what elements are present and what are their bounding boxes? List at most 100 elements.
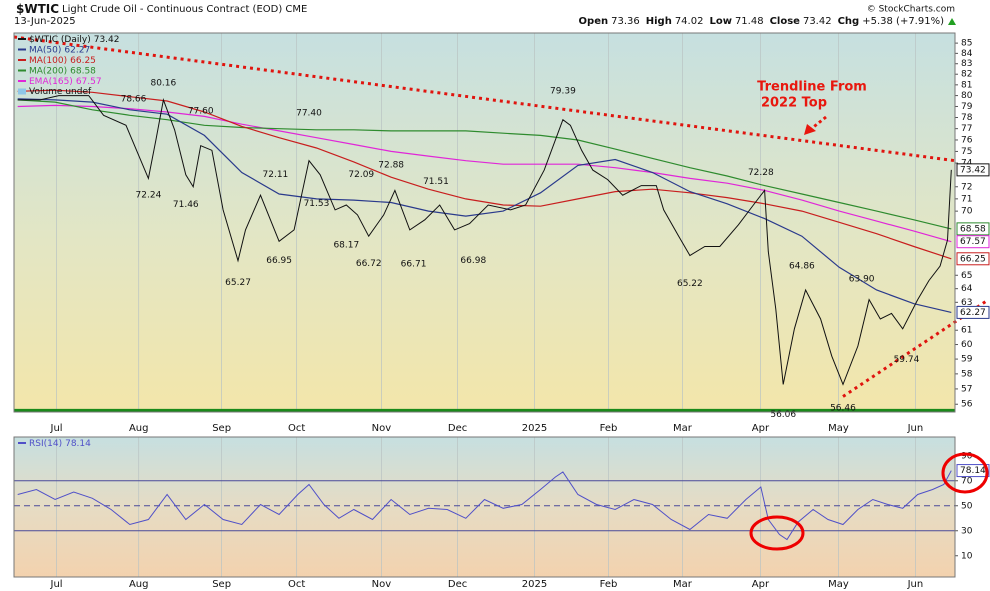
x-tick-label: Mar — [673, 579, 693, 590]
legend-entry: Volume undef — [29, 87, 92, 97]
legend-name: $WTIC (Daily) — [29, 35, 91, 45]
annotation: 72.11 — [263, 170, 289, 180]
legend-entry: $WTIC (Daily) 73.42 — [29, 35, 119, 45]
legend-entry: MA(200) 68.58 — [29, 66, 96, 76]
value-box — [956, 252, 990, 266]
x-tick-label: Feb — [600, 423, 618, 434]
highlight-circle — [941, 452, 989, 494]
annotation: 66.71 — [401, 259, 427, 269]
y-tick-label: 80 — [961, 91, 973, 101]
y-tick-label: 71 — [961, 194, 972, 204]
quote: Open 73.36 High 74.02 Low 71.48 Close 73.42 Chg +… — [579, 16, 945, 27]
x-tick-label: Nov — [372, 579, 392, 590]
y-tick-label: 84 — [961, 49, 973, 59]
x-tick-label: Apr — [752, 423, 770, 434]
plot-border — [13, 436, 956, 578]
x-tick-label: May — [828, 423, 849, 434]
x-tick-label: Jun — [907, 579, 924, 590]
annotation: 63.90 — [849, 275, 875, 285]
series-line — [17, 99, 952, 230]
annotation: 56.46 — [830, 404, 856, 414]
quote-value: 71.48 — [735, 16, 764, 27]
value-box — [956, 222, 990, 236]
chart-title: $WTIC Light Crude Oil - Continuous Contra… — [16, 2, 307, 16]
annotation: 78.66 — [121, 95, 147, 105]
legend-name: MA(50) — [29, 45, 61, 55]
y-tick-label: 83 — [961, 59, 972, 69]
y-tick-label: 81 — [961, 80, 972, 90]
legend-name: RSI(14) — [29, 439, 62, 449]
y-tick-label: 50 — [961, 501, 973, 511]
value-box — [956, 163, 990, 177]
callout-arrowhead — [804, 124, 816, 135]
annotation: 65.22 — [677, 279, 703, 289]
value-box-label: 66.25 — [960, 254, 986, 264]
x-tick-label: Jun — [907, 423, 924, 434]
callout: Trendline From 2022 Top — [757, 80, 867, 135]
legend-entry: MA(100) 66.25 — [29, 56, 96, 66]
legend-entry: RSI(14) 78.14 — [29, 439, 91, 449]
annotation: 72.28 — [748, 168, 774, 178]
symbol: $WTIC — [16, 2, 59, 16]
date: 13-Jun-2025 — [14, 16, 76, 27]
legend-swatch — [18, 88, 26, 95]
legend-name: MA(200) — [29, 66, 67, 76]
legend-value: 62.27 — [64, 45, 90, 55]
x-tick-label: Dec — [448, 423, 467, 434]
y-tick-label: 56 — [961, 400, 973, 410]
y-tick-label: 70 — [961, 476, 973, 486]
legend-value: 66.25 — [70, 56, 96, 66]
y-tick-label: 82 — [961, 70, 972, 80]
x-tick-label: Mar — [673, 423, 693, 434]
y-tick-label: 63 — [961, 298, 972, 308]
quote-label: Low — [709, 16, 731, 27]
y-tick-label: 90 — [961, 451, 973, 461]
legend-entry: MA(50) 62.27 — [29, 45, 90, 55]
quote-label: Open — [579, 16, 609, 27]
annotation: 56.06 — [770, 410, 796, 420]
source: © StockCharts.com — [867, 5, 955, 15]
title: Light Crude Oil - Continuous Contract (E… — [62, 4, 307, 15]
legend-name: MA(100) — [29, 56, 67, 66]
value-box-label: 68.58 — [960, 224, 986, 234]
quote-label: High — [646, 16, 672, 27]
value-box — [956, 464, 990, 478]
x-tick-label: Feb — [600, 579, 618, 590]
y-tick-label: 75 — [961, 147, 972, 157]
chart-panel: Jul Aug Sep Oct Nov Dec 2025 Feb Mar Apr May Jun 56 5… — [13, 32, 990, 434]
y-tick-label: 64 — [961, 284, 973, 294]
legend-entry: EMA(165) 67.57 — [29, 77, 102, 87]
annotation: 66.98 — [460, 256, 486, 266]
y-tick-label: 70 — [961, 207, 973, 217]
annotation: 71.46 — [173, 200, 199, 210]
value-box — [956, 235, 990, 249]
y-tick-label: 85 — [961, 39, 972, 49]
x-tick-label: Sep — [212, 579, 231, 590]
y-tick-label: 78 — [961, 113, 973, 123]
y-tick-label: 57 — [961, 384, 972, 394]
annotation: 71.53 — [304, 199, 330, 209]
x-tick-label: Apr — [752, 579, 770, 590]
annotation: 71.51 — [423, 177, 449, 187]
plot-background — [14, 33, 955, 412]
quote-label: Chg — [838, 16, 860, 27]
series-line — [17, 95, 952, 386]
y-tick-label: 79 — [961, 102, 973, 112]
annotation: 77.40 — [296, 109, 322, 119]
trendline — [842, 298, 990, 398]
chart-panel: Jul Aug Sep Oct Nov Dec 2025 Feb Mar Apr May Jun 10 3… — [13, 436, 990, 590]
series-line — [17, 89, 952, 260]
y-tick-label: 10 — [961, 551, 973, 561]
annotation: 68.17 — [333, 241, 359, 251]
series-line — [17, 98, 952, 313]
x-tick-label: Dec — [448, 579, 467, 590]
quote-value: 74.02 — [675, 16, 704, 27]
panels: Jul Aug Sep Oct Nov Dec 2025 Feb Mar Apr May Jun 56 5… — [13, 32, 990, 590]
y-tick-label: 61 — [961, 326, 972, 336]
x-tick-label: May — [828, 579, 849, 590]
y-tick-label: 76 — [961, 135, 973, 145]
callout-text: Trendline From — [757, 80, 867, 95]
annotation: 72.88 — [378, 161, 404, 171]
value-box-label: 62.27 — [960, 308, 986, 318]
